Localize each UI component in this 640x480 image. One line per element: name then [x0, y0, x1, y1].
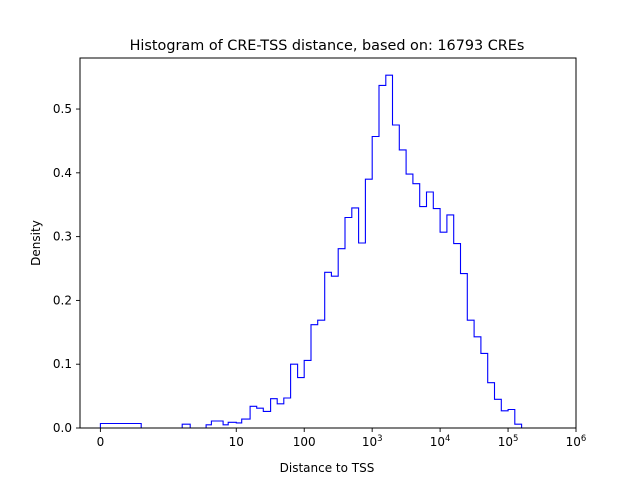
x-tick-label-base: 0 [97, 435, 105, 449]
x-tick-label-exponent: 3 [377, 434, 382, 444]
x-tick-label-exponent: 5 [513, 434, 518, 444]
x-tick-label-exponent: 6 [581, 434, 586, 444]
chart-title: Histogram of CRE-TSS distance, based on:… [130, 38, 525, 54]
x-tick-label: 0 [97, 435, 105, 449]
x-tick-label: 105 [498, 434, 519, 449]
x-tick-label-base: 10 [498, 435, 513, 449]
x-tick-label: 103 [362, 434, 383, 449]
x-tick-label: 10 [229, 435, 244, 449]
x-axis: 0 10 100 103 104 105 106 [97, 428, 587, 449]
y-tick-label: 0.1 [53, 357, 72, 371]
x-tick-label-base: 10 [229, 435, 244, 449]
x-tick-label: 104 [430, 434, 451, 449]
plot-area [80, 58, 576, 428]
y-tick-label: 0.0 [53, 421, 72, 435]
x-tick-label-base: 100 [293, 435, 316, 449]
y-tick-label: 0.5 [53, 102, 72, 116]
y-tick-label: 0.2 [53, 293, 72, 307]
y-tick-label: 0.3 [53, 230, 72, 244]
x-axis-label: Distance to TSS [280, 461, 375, 475]
x-tick-label-base: 10 [566, 435, 581, 449]
y-axis-label: Density [29, 220, 43, 266]
x-tick-label: 106 [566, 434, 587, 449]
x-tick-label-base: 10 [430, 435, 445, 449]
x-tick-label-exponent: 4 [445, 434, 450, 444]
x-tick-label: 100 [293, 435, 316, 449]
plot-frame [79, 57, 577, 429]
x-tick-label-base: 10 [362, 435, 377, 449]
y-axis: 0.0 0.1 0.2 0.3 0.4 0.5 [53, 102, 80, 435]
histogram-step-line [99, 74, 542, 429]
y-tick-label: 0.4 [53, 166, 72, 180]
